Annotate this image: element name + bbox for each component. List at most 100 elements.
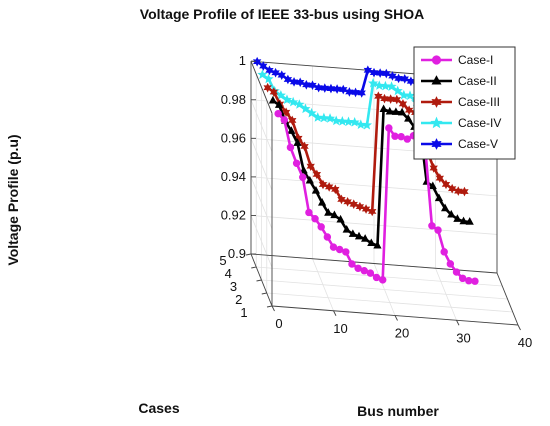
- y-tick-mark-0: [266, 305, 273, 308]
- x-tick-mark-4: [517, 324, 521, 331]
- data-point-case-iv-2: [263, 73, 274, 84]
- y-axis-label: Cases: [138, 400, 179, 416]
- grid-line-sidewall-z-1: [250, 215, 273, 268]
- data-point-case-iii-12: [331, 184, 340, 195]
- data-point-case-v-23: [388, 71, 397, 81]
- data-point-case-ii-29: [440, 203, 450, 212]
- data-point-case-i-21: [397, 132, 405, 141]
- data-point-case-iii-14: [343, 197, 352, 207]
- data-point-case-ii-27: [428, 181, 437, 190]
- data-point-case-i-26: [428, 222, 436, 230]
- data-point-case-v-2: [259, 61, 268, 71]
- z-axis-label: Voltage Profile (p.u): [5, 134, 21, 265]
- legend-marker-case-v: [431, 138, 442, 150]
- data-point-case-v-11: [314, 82, 323, 93]
- data-point-case-iv-11: [318, 112, 329, 123]
- data-point-case-ii-21: [391, 107, 401, 115]
- data-point-case-iii-17: [361, 204, 371, 214]
- legend-entry-case-v: Case-V: [421, 137, 498, 151]
- data-point-case-i-8: [317, 223, 325, 231]
- data-point-case-i-9: [323, 233, 332, 241]
- data-point-case-iv-16: [349, 116, 360, 127]
- data-point-case-ii-12: [336, 214, 345, 223]
- data-point-case-ii-8: [311, 185, 321, 194]
- data-point-case-iii-19: [374, 91, 383, 102]
- data-point-case-ii-17: [367, 238, 376, 247]
- data-point-case-iv-6: [288, 96, 299, 107]
- data-point-case-ii-11: [330, 210, 339, 219]
- data-point-case-iii-33: [460, 186, 469, 197]
- x-tick-mark-0: [271, 305, 275, 312]
- data-point-case-i-19: [385, 124, 393, 132]
- data-point-case-iii-20: [380, 93, 389, 104]
- data-point-case-i-32: [465, 276, 473, 285]
- y-tick-mark-3: [251, 266, 257, 269]
- data-point-case-iv-23: [392, 85, 403, 96]
- data-point-case-ii-19: [379, 104, 388, 113]
- legend-label-case-ii: Case-II: [458, 74, 497, 88]
- legend-marker-case-iv: [430, 116, 443, 129]
- data-point-case-iv-1: [257, 69, 268, 79]
- legend-entry-case-i: Case-I: [421, 53, 493, 67]
- y-tick-label-3: 4: [225, 266, 232, 281]
- legend-entry-case-iii: Case-III: [421, 95, 500, 109]
- data-point-case-iv-22: [386, 81, 397, 91]
- z-tick-label-2: 0.94: [221, 169, 246, 184]
- data-point-case-v-8: [296, 77, 305, 88]
- data-point-case-ii-5: [293, 138, 302, 146]
- data-point-case-i-20: [391, 132, 399, 140]
- data-point-case-iii-31: [447, 183, 457, 194]
- data-point-case-i-2: [280, 116, 289, 124]
- data-point-case-iv-19: [368, 77, 379, 88]
- x-tick-label-2: 20: [395, 326, 409, 341]
- data-point-case-ii-23: [404, 114, 413, 122]
- floor-edge-right: [496, 272, 519, 326]
- data-point-case-iv-14: [337, 116, 348, 126]
- x-tick-mark-1: [333, 310, 337, 316]
- data-point-case-v-20: [369, 67, 379, 78]
- grid-line-floor-y-2: [261, 279, 508, 300]
- data-point-case-v-5: [277, 70, 286, 80]
- data-point-case-v-14: [332, 84, 342, 94]
- data-point-case-i-13: [348, 260, 356, 268]
- data-point-case-i-31: [458, 274, 467, 283]
- data-point-case-ii-30: [447, 209, 456, 218]
- data-point-case-i-29: [446, 260, 455, 268]
- legend-entry-case-ii: Case-II: [421, 74, 497, 88]
- legend-label-case-iii: Case-III: [458, 95, 500, 109]
- data-point-case-v-15: [339, 84, 348, 95]
- data-point-case-ii-7: [305, 175, 314, 184]
- data-point-case-i-5: [299, 173, 307, 181]
- y-tick-label-1: 2: [235, 292, 242, 307]
- data-point-case-i-10: [329, 243, 338, 251]
- data-point-case-iii-30: [441, 179, 451, 190]
- z-tick-label-1: 0.92: [221, 207, 246, 222]
- x-tick-label-1: 10: [333, 321, 347, 336]
- data-point-case-iii-15: [349, 199, 358, 210]
- data-point-case-ii-4: [287, 126, 296, 134]
- data-point-case-i-15: [360, 266, 368, 275]
- data-point-case-ii-28: [434, 193, 444, 202]
- data-point-case-ii-20: [385, 106, 394, 115]
- x-tick-label-0: 0: [275, 316, 282, 331]
- data-point-case-ii-16: [361, 234, 370, 242]
- data-point-case-i-27: [434, 226, 442, 234]
- data-point-case-ii-10: [324, 208, 333, 216]
- data-point-case-ii-14: [348, 229, 357, 237]
- data-point-case-v-25: [400, 74, 409, 84]
- grid-line-floor-y-1: [266, 292, 513, 313]
- data-point-case-iii-21: [386, 94, 395, 104]
- data-point-case-v-16: [345, 87, 354, 97]
- x-tick-label-4: 40: [518, 335, 532, 350]
- data-point-case-iv-7: [294, 99, 305, 109]
- x-tick-label-3: 30: [456, 330, 470, 345]
- legend-label-case-iv: Case-IV: [458, 116, 501, 130]
- data-point-case-v-24: [394, 73, 403, 84]
- y-tick-label-0: 1: [240, 305, 247, 320]
- data-point-case-iv-24: [398, 89, 409, 100]
- data-point-case-v-9: [302, 79, 311, 90]
- chart-title: Voltage Profile of IEEE 33-bus using SHO…: [140, 6, 424, 22]
- data-point-case-i-16: [366, 269, 375, 277]
